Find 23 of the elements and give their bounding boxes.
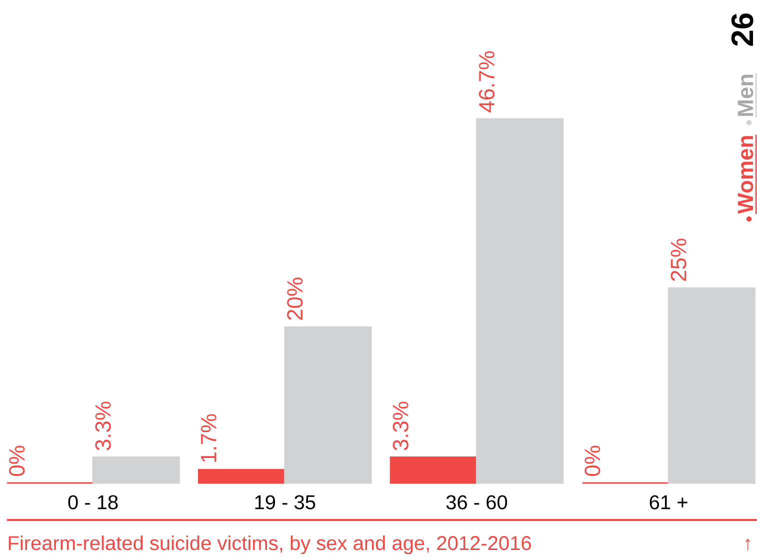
- x-tick-label: 0 - 18: [68, 495, 118, 510]
- x-tick-label: 36 - 60: [446, 495, 508, 510]
- data-label: 0%: [9, 446, 25, 476]
- data-label: 0%: [584, 446, 600, 476]
- text: Women: [738, 136, 754, 214]
- text: 26: [731, 13, 754, 46]
- data-label: 25%: [670, 238, 686, 281]
- bar: [284, 326, 372, 484]
- x-tick-label: 19 - 35: [255, 495, 316, 510]
- bar: [198, 469, 286, 484]
- text: Firearm-related suicide victims, by sex and age, 2012-2016: [8, 536, 531, 554]
- data-label: 3.3%: [392, 402, 408, 450]
- data-label: 1.7%: [200, 414, 216, 462]
- data-label: 20%: [287, 278, 303, 320]
- bar: [92, 456, 180, 484]
- text: ↑: [745, 538, 750, 551]
- legend-label: Men: [738, 74, 754, 116]
- data-label: 3.3%: [95, 402, 111, 450]
- bar: [668, 287, 756, 484]
- x-tick-label: 61 +: [650, 495, 688, 510]
- data-label: 46.7%: [478, 51, 495, 112]
- bar: [390, 456, 478, 484]
- bar: [476, 118, 564, 484]
